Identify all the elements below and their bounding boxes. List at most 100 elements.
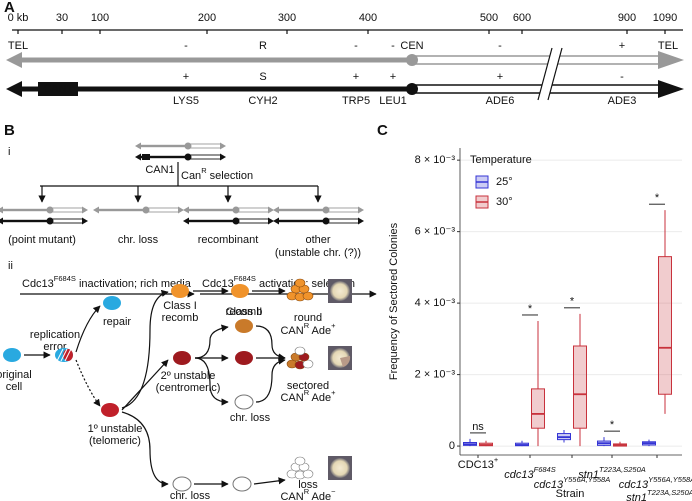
x-tick-label: cdc13Y556A,Y558A xyxy=(534,475,610,490)
mini-arrow xyxy=(358,217,364,225)
centromere xyxy=(406,54,418,66)
x-tick-label-part: cdc13 xyxy=(534,479,564,491)
phase-label-part: Cdc13 xyxy=(22,278,54,290)
outcome-label: (point mutant) xyxy=(8,234,76,246)
scale-label: 300 xyxy=(278,12,296,24)
colony-cell xyxy=(302,469,314,479)
result-label-part: R xyxy=(304,487,310,496)
mini-centromere xyxy=(46,217,54,225)
mini-arrow xyxy=(82,206,88,214)
colony xyxy=(330,281,350,301)
arrow xyxy=(255,357,286,403)
result-label: sectored xyxy=(287,380,329,392)
gene-label: ADE3 xyxy=(608,95,637,107)
x-tick-label: stn1T223A,S250A xyxy=(578,465,646,480)
mini-arm xyxy=(187,143,222,149)
mini-arm xyxy=(97,208,146,212)
chromosome-arrow xyxy=(658,51,684,69)
cell xyxy=(235,351,253,365)
mini-arrow xyxy=(358,206,364,214)
x-tick-label-part: stn1 xyxy=(578,469,599,481)
mini-arm xyxy=(235,207,270,213)
chromosome-arm xyxy=(20,86,412,92)
outcome-label: chr. loss xyxy=(118,234,159,246)
mini-centromere xyxy=(184,153,192,161)
cell-label: Class II xyxy=(226,306,263,318)
telomere-label: TEL xyxy=(8,40,28,52)
cell-label: 1º unstable xyxy=(88,423,143,435)
x-tick-label-part: Y556A,Y558A xyxy=(648,475,692,484)
scale-label: 100 xyxy=(91,12,109,24)
part-label: i xyxy=(8,146,10,158)
mini-arrow xyxy=(178,206,184,214)
selection-label-part: R xyxy=(201,166,207,175)
cell xyxy=(173,351,191,365)
cell-label: (centromeric) xyxy=(156,382,221,394)
phenotype-sign: + xyxy=(619,40,625,52)
mini-arm xyxy=(277,208,326,212)
scale-label: 30 xyxy=(56,12,68,24)
arrow xyxy=(121,411,169,488)
legend-label: 25° xyxy=(496,176,513,188)
phenotype-sign: + xyxy=(183,71,189,83)
mini-centromere xyxy=(322,217,330,225)
stripe xyxy=(64,348,72,362)
colony-cell xyxy=(294,278,306,288)
result-label-part: CAN xyxy=(280,325,303,337)
x-tick-label-part: CDC13 xyxy=(458,459,494,471)
significance-label: * xyxy=(528,303,533,315)
telomere-label: TEL xyxy=(658,40,678,52)
phase-label-part: inactivation; rich media xyxy=(76,278,192,290)
mini-arrow xyxy=(135,153,141,161)
break-line xyxy=(547,47,563,101)
phenotype-sign: + xyxy=(353,71,359,83)
cell xyxy=(231,284,249,298)
chromosome-arrow xyxy=(6,81,22,97)
panel-label: C xyxy=(377,122,388,139)
phenotype-sign: - xyxy=(620,71,624,83)
result-label-part: + xyxy=(331,388,336,397)
mini-arm xyxy=(1,219,50,223)
mini-arrow xyxy=(82,217,88,225)
chromosome-arrow xyxy=(6,52,22,68)
chromosome-arm xyxy=(411,84,661,94)
cell-label: chr. loss xyxy=(230,412,271,424)
cell xyxy=(232,476,252,492)
box xyxy=(658,256,672,395)
mini-arm xyxy=(325,207,360,213)
box xyxy=(531,388,545,429)
cell-label: chr. loss xyxy=(170,490,211,501)
marker-box xyxy=(38,82,78,96)
cell-label: repair xyxy=(103,316,131,328)
result-label: CANR Ade+ xyxy=(280,321,336,336)
result-label-part: Ade xyxy=(309,491,331,501)
phenotype-sign: R xyxy=(259,40,267,52)
phase-label-part: Cdc13 xyxy=(202,278,234,290)
mini-arm xyxy=(139,144,188,148)
cell-label: recomb xyxy=(226,306,263,318)
y-tick-label: 0 xyxy=(449,440,455,452)
mini-centromere xyxy=(232,206,240,214)
mini-centromere xyxy=(46,206,54,214)
y-tick-label: 2 × 10⁻³ xyxy=(415,368,456,380)
mini-centromere xyxy=(142,206,150,214)
phase-label-part: F684S xyxy=(234,274,256,283)
mini-arrow xyxy=(273,206,279,214)
scale-label: 600 xyxy=(513,12,531,24)
outcome-label: recombinant xyxy=(198,234,259,246)
phase-label: Cdc13F684S inactivation; rich media xyxy=(22,274,192,289)
phenotype-sign: S xyxy=(259,71,266,83)
significance-label: * xyxy=(610,419,615,431)
selection-label-part: selection xyxy=(207,170,253,182)
arrow xyxy=(253,477,286,485)
chromosome-arm xyxy=(411,55,661,65)
cell xyxy=(235,319,253,333)
x-tick-label: CDC13+ xyxy=(458,455,499,470)
mini-arrow xyxy=(268,206,274,214)
colony-sector xyxy=(340,356,351,367)
selection-label: CanR selection xyxy=(181,166,253,181)
cell-label: 2º unstable xyxy=(161,370,216,382)
result-label-part: R xyxy=(304,321,310,330)
result-label-part: CAN xyxy=(280,491,303,501)
